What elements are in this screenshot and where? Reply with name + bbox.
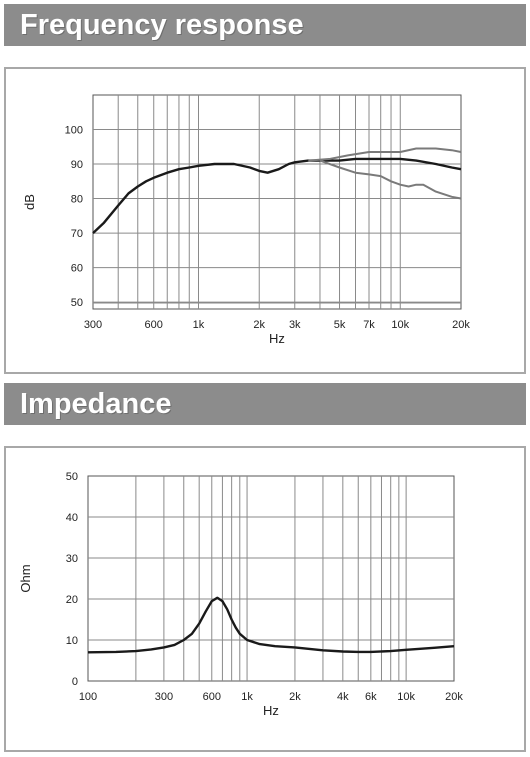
freq-y-tick-label: 60	[71, 263, 83, 275]
imp-y-axis-label: Ohm	[18, 564, 33, 592]
freq-series-1	[308, 147, 462, 162]
imp-x-tick-label: 2k	[289, 691, 301, 703]
imp-x-axis-label: Hz	[263, 703, 279, 718]
freq-y-tick-label: 100	[65, 125, 83, 137]
imp-x-tick-label: 10k	[397, 691, 415, 703]
freq-x-tick-label: 5k	[334, 319, 346, 331]
imp-x-tick-label: 4k	[337, 691, 349, 703]
imp-x-tick-label: 20k	[445, 691, 463, 703]
imp-x-tick-label: 100	[79, 691, 97, 703]
freq-y-tick-label: 70	[71, 228, 83, 240]
imp-series-0	[87, 596, 455, 654]
impedance-panel: 0 10 20 30 40 50 100 300 600 1k 2k 4k 6k 10k 20k Hz Ohm	[4, 446, 526, 752]
freq-y-tick-label: 80	[71, 194, 83, 206]
imp-y-tick-label: 20	[66, 594, 78, 606]
freq-x-tick-label: 300	[84, 319, 102, 331]
freq-x-tick-label: 7k	[363, 319, 375, 331]
freq-x-tick-label: 600	[145, 319, 163, 331]
imp-x-tick-label: 6k	[365, 691, 377, 703]
impedance-header: Impedance	[4, 383, 526, 425]
imp-x-tick-label: 300	[155, 691, 173, 703]
freq-x-tick-label: 2k	[253, 319, 265, 331]
freq-y-axis-label: dB	[22, 194, 37, 210]
imp-y-tick-label: 30	[66, 553, 78, 565]
freq-series-0	[92, 157, 462, 234]
imp-y-tick-label: 0	[72, 676, 78, 688]
frequency-response-header: Frequency response	[4, 4, 526, 46]
freq-x-tick-label: 3k	[289, 319, 301, 331]
freq-x-tick-label: 10k	[391, 319, 409, 331]
freq-x-tick-label: 1k	[193, 319, 205, 331]
freq-y-tick-label: 90	[71, 159, 83, 171]
freq-y-tick-label: 50	[71, 297, 83, 309]
imp-y-tick-label: 40	[66, 512, 78, 524]
imp-x-tick-label: 1k	[241, 691, 253, 703]
freq-plot-area	[92, 94, 462, 310]
imp-y-tick-label: 10	[66, 635, 78, 647]
impedance-chart: 0 10 20 30 40 50 100 300 600 1k 2k 4k 6k 10k 20k Hz Ohm	[18, 471, 463, 718]
imp-y-tick-label: 50	[66, 471, 78, 483]
frequency-response-panel: 50 60 70 80 90 100 300 600 1k 2k 3k 5k 7k 10k 20k Hz dB	[4, 67, 526, 374]
imp-x-tick-label: 600	[203, 691, 221, 703]
frequency-response-chart: 50 60 70 80 90 100 300 600 1k 2k 3k 5k 7k 10k 20k Hz dB	[22, 94, 470, 346]
freq-x-tick-label: 20k	[452, 319, 470, 331]
freq-x-axis-label: Hz	[269, 331, 285, 346]
freq-series-2	[319, 159, 462, 200]
